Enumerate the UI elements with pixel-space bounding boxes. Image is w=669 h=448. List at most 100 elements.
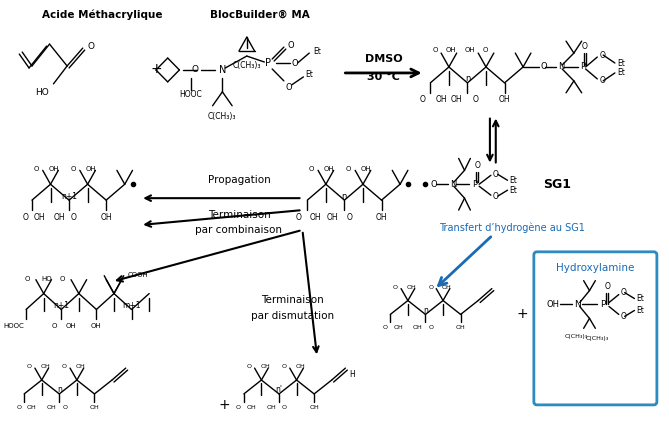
Text: n: n xyxy=(423,306,428,315)
Text: OH: OH xyxy=(547,300,559,309)
Text: O: O xyxy=(88,42,94,51)
Text: HO: HO xyxy=(35,88,49,97)
Text: O: O xyxy=(347,213,353,222)
Text: OH: OH xyxy=(65,323,76,329)
Text: O: O xyxy=(428,325,434,330)
Text: O: O xyxy=(62,405,67,410)
Text: n: n xyxy=(465,74,470,83)
Text: O: O xyxy=(25,276,30,282)
Text: +: + xyxy=(516,307,528,321)
Text: OH: OH xyxy=(91,323,102,329)
Text: O: O xyxy=(599,51,605,60)
Text: O: O xyxy=(541,62,547,72)
Text: Et: Et xyxy=(636,294,644,303)
Text: P: P xyxy=(472,180,478,189)
Text: n+1: n+1 xyxy=(54,301,70,310)
Text: O: O xyxy=(236,405,241,410)
Text: O: O xyxy=(483,47,488,53)
Text: HO: HO xyxy=(41,276,52,282)
Text: par dismutation: par dismutation xyxy=(251,311,334,322)
Text: O: O xyxy=(428,284,434,289)
Text: OH: OH xyxy=(413,325,423,330)
Text: +: + xyxy=(150,62,162,76)
Text: OH: OH xyxy=(393,325,403,330)
Text: O: O xyxy=(71,213,77,222)
Text: N: N xyxy=(450,180,456,189)
Text: HOOC: HOOC xyxy=(180,90,203,99)
Text: COOH: COOH xyxy=(128,271,149,278)
FancyBboxPatch shape xyxy=(534,252,657,405)
Text: O: O xyxy=(22,213,28,222)
Text: OH: OH xyxy=(498,95,510,104)
Text: O: O xyxy=(52,323,58,329)
Text: OH: OH xyxy=(100,213,112,222)
Text: OH: OH xyxy=(309,405,319,410)
Text: OH: OH xyxy=(260,364,270,369)
Text: O: O xyxy=(621,312,627,321)
Text: OH: OH xyxy=(451,95,462,104)
Text: Et: Et xyxy=(617,59,625,68)
Text: N: N xyxy=(574,300,581,309)
Text: OH: OH xyxy=(407,284,417,289)
Text: n: n xyxy=(342,192,347,201)
Text: O: O xyxy=(493,192,498,201)
Text: OH: OH xyxy=(446,47,456,53)
Text: P: P xyxy=(580,62,585,72)
Text: O: O xyxy=(430,180,437,189)
Text: O: O xyxy=(282,405,287,410)
Text: N: N xyxy=(558,62,565,72)
Text: O: O xyxy=(599,77,605,86)
Text: OH: OH xyxy=(47,405,56,410)
Text: C(CH₃)₃: C(CH₃)₃ xyxy=(564,334,587,339)
Text: N: N xyxy=(219,65,226,75)
Text: O: O xyxy=(296,213,302,222)
Text: OH: OH xyxy=(376,213,387,222)
Text: Propagation: Propagation xyxy=(207,175,270,185)
Text: Et: Et xyxy=(509,176,517,185)
Text: O: O xyxy=(493,170,498,179)
Text: OH: OH xyxy=(41,364,50,369)
Text: BlocBuilder® MA: BlocBuilder® MA xyxy=(209,9,310,19)
Text: OH: OH xyxy=(54,213,65,222)
Text: DMSO: DMSO xyxy=(365,54,402,64)
Text: Hydroxylamine: Hydroxylamine xyxy=(556,263,634,273)
Text: OH: OH xyxy=(90,405,99,410)
Text: O: O xyxy=(33,166,39,172)
Text: C(CH₃)₃: C(CH₃)₃ xyxy=(208,112,237,121)
Text: OH: OH xyxy=(324,166,334,172)
Text: O: O xyxy=(383,325,387,330)
Text: Terminaison: Terminaison xyxy=(262,294,324,305)
Text: O: O xyxy=(288,41,294,50)
Text: O: O xyxy=(62,364,67,369)
Text: n': n' xyxy=(276,385,282,395)
Text: OH: OH xyxy=(34,213,45,222)
Text: OH: OH xyxy=(327,213,339,222)
Text: Et: Et xyxy=(305,70,313,79)
Text: C(CH₃)₃: C(CH₃)₃ xyxy=(585,336,609,341)
Text: O: O xyxy=(27,364,32,369)
Text: O: O xyxy=(433,47,438,53)
Text: Terminaison: Terminaison xyxy=(207,210,270,220)
Text: Transfert d’hydrogène au SG1: Transfert d’hydrogène au SG1 xyxy=(440,223,585,233)
Text: P: P xyxy=(265,58,271,68)
Text: O: O xyxy=(621,288,627,297)
Text: O: O xyxy=(247,364,252,369)
Text: O: O xyxy=(581,42,587,51)
Text: OH: OH xyxy=(76,364,86,369)
Text: O: O xyxy=(346,166,351,172)
Text: SG1: SG1 xyxy=(543,178,571,191)
Text: OH: OH xyxy=(296,364,305,369)
Text: Acide Méthacrylique: Acide Méthacrylique xyxy=(41,9,162,20)
Text: O: O xyxy=(192,65,199,74)
Text: Et: Et xyxy=(313,47,321,56)
Text: OH: OH xyxy=(436,95,447,104)
Text: OH: OH xyxy=(247,405,256,410)
Text: Et: Et xyxy=(509,186,517,195)
Text: C(CH₃)₃: C(CH₃)₃ xyxy=(233,61,261,70)
Text: O: O xyxy=(292,59,298,68)
Text: P: P xyxy=(600,300,605,309)
Text: par combinaison: par combinaison xyxy=(195,225,282,235)
Text: m+1: m+1 xyxy=(122,301,140,310)
Text: O: O xyxy=(282,364,287,369)
Text: OH: OH xyxy=(27,405,37,410)
